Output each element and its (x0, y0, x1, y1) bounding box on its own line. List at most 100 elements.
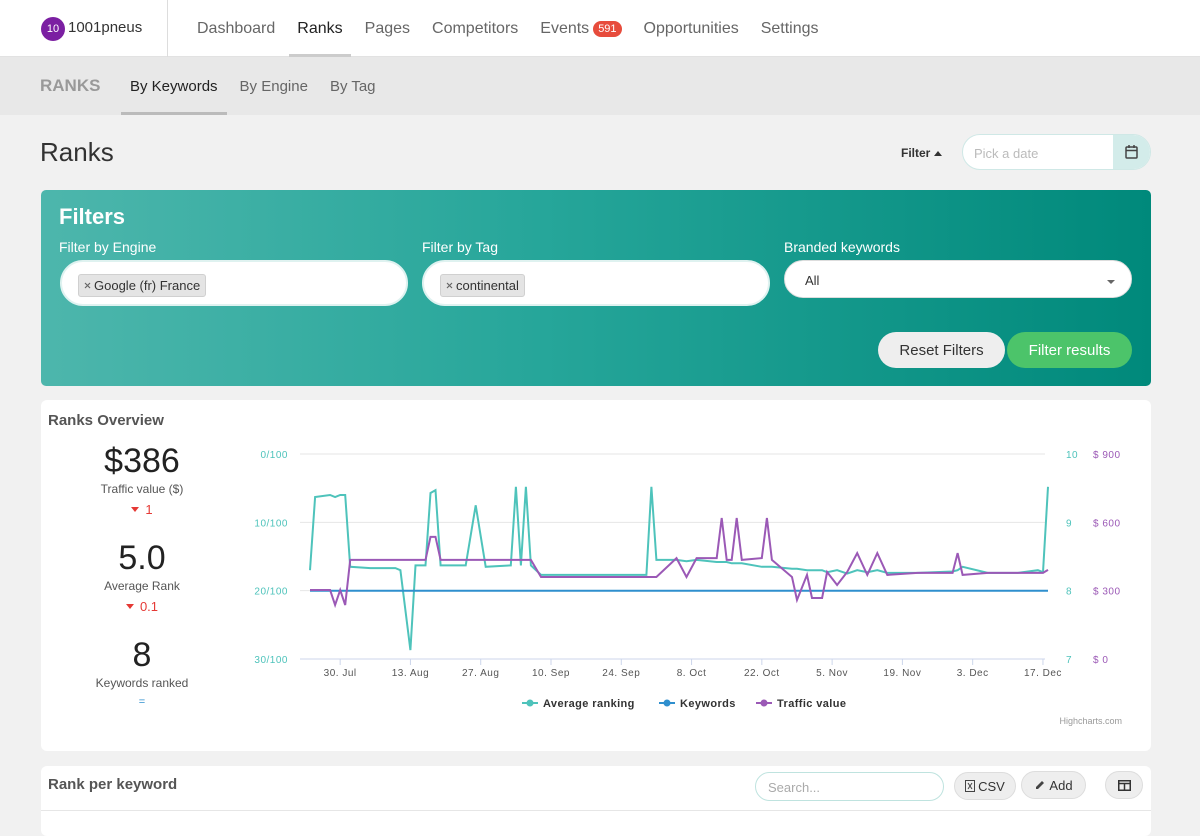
tick-label: $ 600 (1093, 518, 1121, 529)
stat: $386 Traffic value ($) 1 (41, 442, 243, 517)
filters-panel: Filters Filter by Engine Google (fr) Fra… (41, 190, 1151, 386)
tab[interactable]: By Keywords (121, 57, 227, 115)
button-label: Add (1049, 777, 1073, 793)
x-tick-label: 5. Nov (816, 668, 848, 679)
submit-button[interactable]: Filter results (1007, 332, 1132, 368)
date-placeholder: Pick a date (974, 146, 1039, 161)
x-tick-label: 24. Sep (602, 668, 640, 679)
branded-select[interactable]: All (784, 260, 1132, 298)
tick-label: 9 (1066, 518, 1072, 529)
series-line (309, 486, 1049, 651)
tick-label: 0/100 (260, 450, 288, 461)
chip-text: Google (fr) France (94, 278, 201, 293)
stat-value: 8 (132, 636, 152, 674)
card-title: Rank per keyword (48, 776, 178, 793)
nav-item[interactable]: Settings (760, 19, 819, 37)
tick-label: 20/100 (254, 587, 288, 598)
legend-label[interactable]: Average ranking (543, 698, 635, 710)
caret (934, 150, 943, 156)
calendar-button[interactable] (1113, 135, 1150, 169)
nav-menu: Dashboard Ranks Pages Competitors Events… (197, 0, 819, 57)
tick-label: 30/100 (254, 655, 288, 666)
legend-marker (663, 699, 671, 707)
tab[interactable]: By Tag (329, 77, 376, 95)
x-tick-label: 10. Sep (532, 668, 570, 679)
stat-value: $386 (104, 442, 180, 480)
change-value: 0.1 (139, 599, 159, 614)
tick-label: 7 (1066, 655, 1072, 666)
nav-item[interactable]: Dashboard (197, 19, 276, 37)
nav-item[interactable]: Pages (364, 19, 411, 37)
brand[interactable]: 1001pneus (68, 19, 143, 36)
stat-label: Average Rank (104, 579, 180, 593)
table-rule (41, 810, 1151, 811)
sub-nav (0, 57, 1200, 115)
credit[interactable]: Highcharts.com (1059, 716, 1122, 726)
tick-label: 10 (1066, 450, 1078, 461)
change-value: 1 (145, 502, 153, 517)
tab[interactable]: By Engine (239, 77, 308, 95)
x-tick-label: 13. Aug (392, 668, 429, 679)
nav-item[interactable]: Ranks (289, 0, 352, 57)
x-tick-label: 19. Nov (883, 668, 921, 679)
engine-select[interactable]: Google (fr) France (60, 260, 408, 306)
overview-card: Ranks Overview $386 Traffic value ($) 1 … (41, 400, 1151, 751)
chip-text: continental (456, 278, 519, 293)
filter-label: Filter (901, 146, 931, 160)
remove-icon[interactable] (446, 282, 453, 289)
pencil-icon (1036, 781, 1045, 789)
tick-label: $ 0 (1093, 655, 1108, 666)
legend-label[interactable]: Keywords (680, 698, 736, 710)
engine-chip: Google (fr) France (78, 274, 207, 297)
select-caret (1107, 280, 1115, 284)
table-card: Rank per keyword Search... CSV Add (41, 766, 1151, 836)
stat-value: 5.0 (118, 539, 166, 577)
top-nav: 10 1001pneus Dashboard Ranks Pages Compe… (0, 0, 1200, 57)
reset-button[interactable]: Reset Filters (878, 332, 1005, 368)
legend-marker (760, 699, 768, 707)
calendar-icon (1125, 145, 1138, 159)
filter-label: Branded keywords (784, 239, 900, 255)
tick-label: $ 300 (1093, 587, 1121, 598)
tag-chip: continental (440, 274, 525, 297)
nav-item-wrap[interactable]: Events 591 (540, 0, 622, 57)
change-value: = (138, 696, 146, 708)
stat-label: Keywords ranked (95, 676, 189, 690)
x-tick-label: 30. Jul (324, 668, 357, 679)
filter-label: Filter by Tag (422, 239, 498, 255)
remove-icon[interactable] (84, 282, 91, 289)
x-tick-label: 17. Dec (1024, 668, 1062, 679)
date-picker[interactable]: Pick a date (962, 134, 1151, 170)
x-tick-label: 8. Oct (677, 668, 707, 679)
columns-button[interactable] (1105, 771, 1143, 799)
divider (167, 0, 168, 57)
tag-select[interactable]: continental (422, 260, 770, 306)
x-tick-label: 3. Dec (957, 668, 989, 679)
events-count: 591 (593, 20, 622, 37)
section-title: RANKS (40, 76, 101, 95)
tabs: By Keywords By Engine By Tag (121, 57, 376, 115)
file-icon (965, 780, 976, 792)
chart: Highcharts.com 0/100 10/100 20/100 30/100 7 8… (254, 450, 1122, 726)
search-placeholder: Search... (768, 780, 821, 795)
stat: 5.0 Average Rank 0.1 (41, 539, 243, 614)
add-button[interactable]: Add (1021, 771, 1086, 799)
legend-marker (526, 699, 534, 707)
stat-change: 0.1 (41, 599, 243, 614)
filter-toggle[interactable]: Filter (901, 146, 943, 160)
button-label: CSV (978, 778, 1005, 794)
columns-icon (1117, 779, 1131, 791)
select-value: All (805, 273, 820, 288)
filters-title: Filters (59, 204, 126, 229)
legend-label[interactable]: Traffic value (777, 698, 846, 710)
stat-label: Traffic value ($) (100, 482, 184, 496)
account-badge[interactable]: 10 (41, 17, 65, 41)
nav-item[interactable]: Opportunities (643, 19, 739, 37)
x-tick-label: 22. Oct (744, 668, 780, 679)
nav-item[interactable]: Competitors (432, 19, 519, 37)
page-title: Ranks (40, 137, 114, 167)
search-input[interactable]: Search... (755, 772, 944, 801)
stat-change: 1 (41, 502, 243, 517)
csv-button[interactable]: CSV (954, 772, 1016, 800)
